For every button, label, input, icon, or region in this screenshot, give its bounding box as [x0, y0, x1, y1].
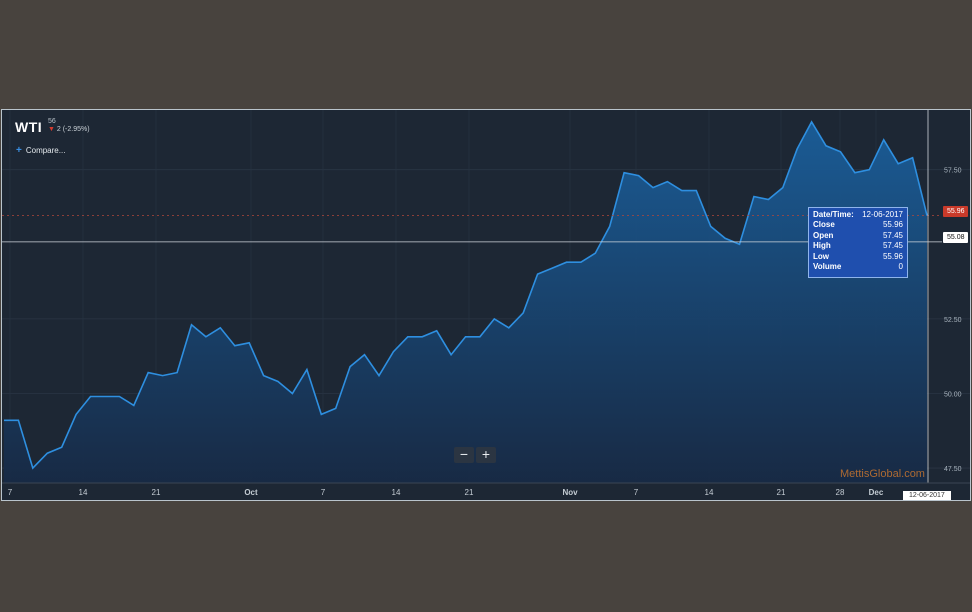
tooltip-value: 57.45 [882, 230, 903, 240]
tooltip-row-volume: Volume 0 [813, 262, 903, 272]
y-tick-label: 52.50 [944, 317, 962, 324]
tooltip-value: 55.96 [882, 251, 903, 261]
chart-frame: 47.50 50.00 52.50 57.50 7 14 21 Oct 7 14 21 Nov 7 14… [1, 109, 971, 501]
price-change-value: 2 (-2.95%) [56, 126, 90, 133]
crosshair-price-tag: 55.08 [943, 232, 968, 243]
price-area [4, 121, 927, 484]
plus-icon: + [16, 145, 22, 156]
tooltip-label: Close [813, 220, 835, 230]
down-arrow-icon: ▼ [48, 126, 55, 133]
price-chart[interactable]: 47.50 50.00 52.50 57.50 7 14 21 Oct 7 14 21 Nov 7 14… [2, 110, 970, 500]
tooltip-label: High [813, 241, 831, 251]
x-tick-label: 21 [152, 488, 161, 497]
tooltip-label: Volume [813, 261, 842, 271]
tooltip-label: Open [813, 230, 834, 240]
tooltip-row-high: High 57.45 [813, 241, 903, 251]
tooltip-value: 57.45 [882, 241, 903, 251]
x-tick-label: 14 [392, 488, 401, 497]
compare-button[interactable]: + Compare... [16, 145, 65, 156]
tooltip-value: 12-06-2017 [862, 210, 903, 219]
x-tick-label: 21 [777, 488, 786, 497]
compare-label: Compare... [25, 146, 66, 155]
crosshair-date-tag: 12-06-2017 [903, 491, 951, 500]
tooltip-row-date: Date/Time: 12-06-2017 [813, 210, 903, 220]
tooltip-label: Date/Time: [813, 210, 854, 219]
symbol-title: WTI [15, 119, 43, 135]
tooltip-row-close: Close 55.96 [813, 220, 903, 230]
current-price-tag: 55.96 [943, 206, 968, 217]
price-change: ▼ 2 (-2.95%) [48, 126, 90, 133]
x-tick-label: 7 [634, 488, 639, 497]
last-price: 56 [48, 118, 56, 125]
y-tick-label: 47.50 [944, 466, 962, 473]
zoom-in-button[interactable]: + [476, 447, 496, 463]
price-line [4, 120, 928, 470]
tooltip-row-low: Low 55.96 [813, 252, 903, 262]
tooltip-value: 55.96 [882, 220, 903, 230]
x-tick-label: 14 [705, 488, 714, 497]
x-tick-label: 21 [465, 488, 474, 497]
data-tooltip: Date/Time: 12-06-2017 Close 55.96 Open 5… [808, 207, 908, 278]
x-tick-label: 7 [8, 488, 13, 497]
tooltip-label: Low [813, 251, 829, 261]
y-axis-labels: 47.50 50.00 52.50 57.50 [944, 168, 962, 473]
y-tick-label: 50.00 [944, 391, 962, 398]
x-tick-label: 14 [79, 488, 88, 497]
x-tick-label: 7 [321, 488, 326, 497]
tooltip-row-open: Open 57.45 [813, 231, 903, 241]
x-tick-label: Dec [869, 488, 884, 497]
x-tick-label: Oct [244, 488, 258, 497]
y-tick-label: 57.50 [944, 168, 962, 175]
watermark-logo: MettisGlobal.com [840, 468, 925, 480]
x-tick-label: 28 [836, 488, 845, 497]
x-tick-label: Nov [562, 488, 578, 497]
tooltip-value: 0 [898, 261, 903, 271]
zoom-out-button[interactable]: − [454, 447, 474, 463]
x-axis-labels: 7 14 21 Oct 7 14 21 Nov 7 14 21 28 Dec [8, 488, 884, 497]
